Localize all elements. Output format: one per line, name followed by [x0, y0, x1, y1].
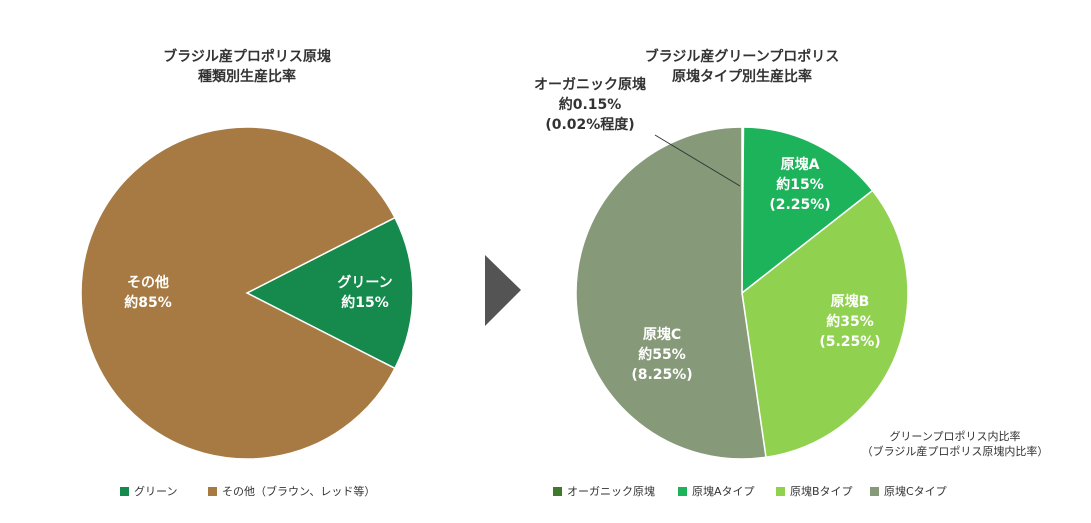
slice-label: (5.25%): [819, 334, 880, 350]
legend-label: グリーン: [134, 484, 177, 498]
legend-label: オーガニック原塊: [567, 485, 655, 498]
legend-label: 原塊Bタイプ: [790, 485, 853, 498]
slice-label: その他: [127, 274, 169, 291]
legend-swatch: [208, 487, 217, 496]
legend-label: その他（ブラウン、レッド等）: [222, 484, 375, 498]
slice-label: 約0.15%: [559, 96, 622, 113]
chart-title: ブラジル産グリーンプロポリス: [645, 48, 840, 65]
chart-title: 種類別生産比率: [198, 68, 296, 85]
slice-label: グリーン: [337, 274, 392, 291]
legend-label: 原塊Aタイプ: [692, 485, 755, 498]
pie-slice: [741, 189, 909, 459]
pie-slice: [575, 126, 767, 460]
note: （ブラジル産プロポリス原塊内比率）: [862, 444, 1049, 458]
pie-slice: [741, 126, 874, 295]
slice-label: 約15%: [776, 176, 824, 193]
legend-swatch: [120, 487, 129, 496]
note: グリーンプロポリス内比率: [889, 429, 1020, 443]
legend-swatch: [776, 487, 785, 496]
chart-title: ブラジル産プロポリス原塊: [163, 48, 331, 65]
legend-swatch: [678, 487, 687, 496]
slice-label: 原塊B: [831, 293, 870, 310]
slice-label: (0.02%程度): [545, 116, 634, 133]
slice-label: 原塊C: [643, 326, 681, 343]
slice-label: (8.25%): [631, 367, 692, 383]
arrow: [485, 255, 521, 326]
legend-swatch: [870, 487, 879, 496]
leader-line: [654, 134, 741, 187]
slice-label: 約35%: [826, 313, 874, 330]
slice-label: 約85%: [124, 294, 172, 311]
slice-label: 原塊A: [781, 156, 820, 173]
pie-slice: [80, 126, 396, 460]
slice-label: (2.25%): [769, 197, 830, 213]
pie-slice: [245, 216, 414, 370]
legend-label: 原塊Cタイプ: [884, 485, 947, 498]
chart-title: 原塊タイプ別生産比率: [672, 68, 812, 85]
slice-label: 約55%: [638, 346, 686, 363]
legend-swatch: [553, 487, 562, 496]
slice-label: オーガニック原塊: [534, 76, 646, 93]
slice-label: 約15%: [341, 294, 389, 311]
